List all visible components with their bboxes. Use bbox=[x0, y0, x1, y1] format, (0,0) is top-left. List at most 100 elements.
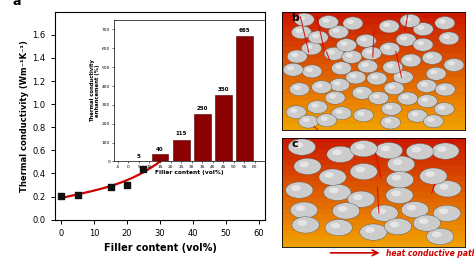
Text: b: b bbox=[291, 13, 299, 23]
Circle shape bbox=[336, 109, 343, 114]
Bar bbox=[282, 209, 465, 214]
Circle shape bbox=[380, 42, 400, 55]
Circle shape bbox=[283, 63, 303, 76]
Circle shape bbox=[383, 61, 403, 74]
Circle shape bbox=[413, 38, 433, 51]
Circle shape bbox=[320, 116, 328, 121]
Circle shape bbox=[346, 53, 353, 57]
Circle shape bbox=[371, 205, 398, 221]
Bar bbox=[282, 154, 465, 160]
Bar bbox=[282, 220, 465, 225]
Circle shape bbox=[292, 26, 311, 39]
Circle shape bbox=[350, 164, 377, 180]
Bar bbox=[282, 231, 465, 236]
Circle shape bbox=[384, 218, 411, 235]
Bar bbox=[282, 171, 465, 176]
Bar bbox=[282, 41, 465, 47]
Circle shape bbox=[288, 139, 316, 155]
Bar bbox=[282, 242, 465, 247]
Circle shape bbox=[294, 13, 314, 26]
Circle shape bbox=[365, 227, 375, 233]
Circle shape bbox=[400, 36, 407, 40]
Circle shape bbox=[401, 54, 421, 67]
Circle shape bbox=[353, 194, 363, 200]
Circle shape bbox=[332, 28, 339, 33]
Circle shape bbox=[346, 71, 366, 84]
Circle shape bbox=[291, 185, 301, 191]
Circle shape bbox=[319, 169, 346, 185]
Bar bbox=[282, 225, 465, 231]
Bar bbox=[282, 89, 465, 94]
Bar bbox=[282, 100, 465, 106]
Circle shape bbox=[306, 67, 313, 72]
Circle shape bbox=[432, 232, 441, 237]
Circle shape bbox=[357, 111, 365, 116]
Circle shape bbox=[312, 34, 319, 38]
Circle shape bbox=[362, 62, 369, 67]
Circle shape bbox=[340, 41, 347, 46]
Circle shape bbox=[420, 82, 428, 87]
Circle shape bbox=[397, 73, 404, 78]
Text: a: a bbox=[12, 0, 21, 8]
Circle shape bbox=[291, 53, 298, 57]
Circle shape bbox=[329, 94, 336, 99]
Circle shape bbox=[289, 83, 310, 96]
Circle shape bbox=[390, 222, 399, 227]
Circle shape bbox=[417, 41, 424, 45]
Bar bbox=[282, 124, 465, 130]
Circle shape bbox=[417, 95, 438, 108]
Circle shape bbox=[295, 28, 302, 33]
Circle shape bbox=[387, 156, 415, 172]
Circle shape bbox=[301, 42, 321, 55]
Circle shape bbox=[367, 72, 387, 85]
Bar bbox=[282, 165, 465, 171]
Point bbox=[173, 135, 180, 140]
Circle shape bbox=[419, 218, 428, 224]
Circle shape bbox=[324, 184, 351, 201]
Text: heat conductive path: heat conductive path bbox=[386, 249, 474, 258]
Point bbox=[206, 116, 213, 120]
Circle shape bbox=[417, 79, 437, 93]
Bar bbox=[282, 71, 465, 77]
Circle shape bbox=[373, 94, 380, 99]
Circle shape bbox=[439, 32, 459, 45]
Circle shape bbox=[350, 74, 357, 78]
Circle shape bbox=[386, 172, 414, 188]
Circle shape bbox=[325, 219, 352, 236]
Circle shape bbox=[369, 92, 389, 105]
Circle shape bbox=[294, 142, 303, 148]
Circle shape bbox=[393, 159, 402, 165]
Circle shape bbox=[428, 117, 434, 122]
Bar bbox=[282, 112, 465, 118]
Bar bbox=[282, 77, 465, 83]
Circle shape bbox=[434, 181, 461, 197]
Circle shape bbox=[406, 144, 434, 160]
Circle shape bbox=[375, 142, 402, 159]
Bar bbox=[282, 35, 465, 41]
Bar bbox=[282, 214, 465, 220]
Circle shape bbox=[365, 49, 373, 54]
Circle shape bbox=[299, 115, 319, 128]
Circle shape bbox=[356, 34, 376, 47]
Circle shape bbox=[439, 19, 446, 24]
Circle shape bbox=[308, 31, 328, 44]
Y-axis label: Thermal conductivity (Wm⁻¹K⁻¹): Thermal conductivity (Wm⁻¹K⁻¹) bbox=[20, 40, 29, 192]
Circle shape bbox=[347, 191, 375, 207]
Circle shape bbox=[392, 175, 401, 180]
Circle shape bbox=[296, 205, 305, 211]
Circle shape bbox=[305, 44, 312, 49]
Circle shape bbox=[286, 182, 313, 198]
Circle shape bbox=[330, 223, 340, 229]
Circle shape bbox=[300, 161, 309, 167]
Circle shape bbox=[287, 66, 294, 70]
Bar bbox=[282, 143, 465, 149]
Bar bbox=[282, 47, 465, 53]
Point bbox=[140, 167, 147, 171]
Circle shape bbox=[439, 86, 446, 90]
Circle shape bbox=[432, 143, 459, 159]
Circle shape bbox=[298, 16, 305, 20]
Bar bbox=[282, 149, 465, 154]
Circle shape bbox=[379, 20, 399, 33]
Circle shape bbox=[421, 97, 428, 102]
Circle shape bbox=[316, 83, 323, 88]
